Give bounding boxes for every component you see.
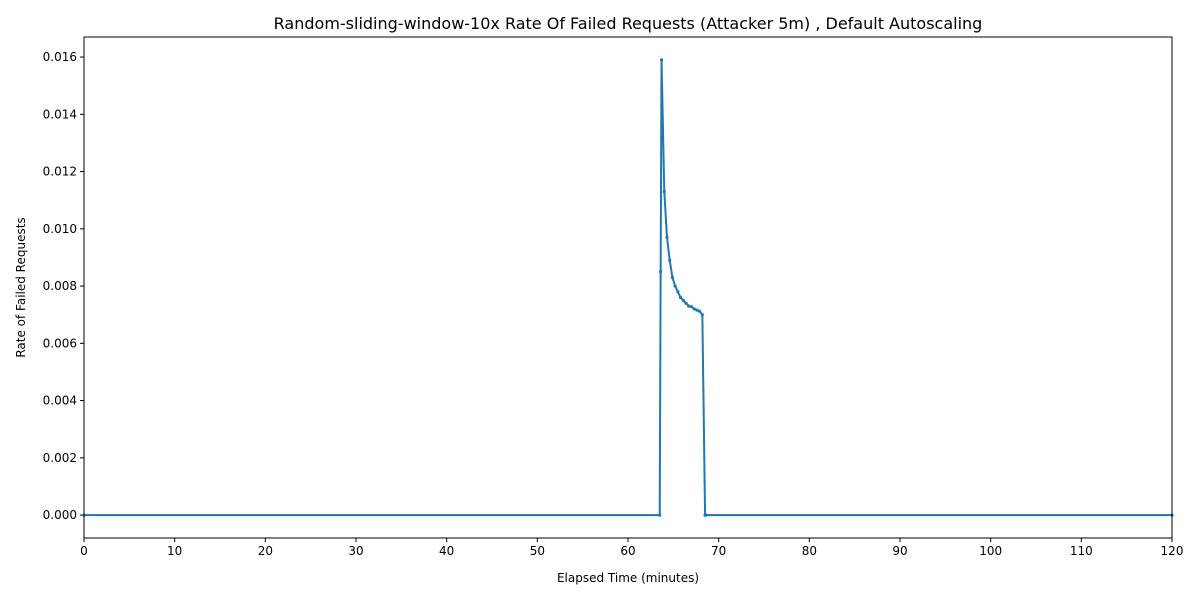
y-tick-label: 0.000 [43,508,77,522]
data-point [698,309,702,313]
x-tick-label: 80 [802,544,817,558]
plot-area [84,37,1172,538]
data-point [668,258,672,262]
data-point [662,189,666,194]
chart-title: Random-sliding-window-10x Rate Of Failed… [274,14,983,33]
data-point [676,290,680,294]
data-point [678,295,683,300]
x-tick-label: 70 [711,544,726,558]
data-point [665,235,669,239]
data-point [659,58,664,62]
y-axis-label: Rate of Failed Requests [14,217,28,357]
x-tick-label: 90 [892,544,907,558]
series-line [84,58,1172,517]
x-tick-label: 100 [979,544,1002,558]
x-axis-ticks: 0 10 20 30 40 50 60 70 80 90 100 110 120 [80,538,1183,558]
data-point [704,513,708,517]
series-layer [82,58,1174,517]
plot-frame [83,36,1173,539]
y-tick-label: 0.016 [43,50,77,64]
y-axis-ticks: 0.000 0.002 0.004 0.006 0.008 0.010 0.012 0.014… [43,50,84,522]
data-point [695,308,699,312]
data-point [692,307,696,311]
y-tick-label: 0.006 [43,336,77,350]
data-point [684,301,688,305]
data-point [659,270,663,274]
y-tick-label: 0.012 [43,165,77,179]
y-tick-label: 0.008 [43,279,77,293]
x-tick-label: 50 [530,544,545,558]
data-point [687,304,691,308]
x-tick-label: 40 [439,544,454,558]
data-point [700,313,704,317]
y-tick-label: 0.014 [43,107,77,121]
x-tick-label: 20 [258,544,273,558]
y-tick-label: 0.004 [43,394,77,408]
x-tick-label: 110 [1070,544,1093,558]
x-tick-label: 0 [80,544,88,558]
data-point [670,275,675,280]
data-point [673,284,677,288]
x-tick-label: 10 [167,544,182,558]
x-tick-label: 120 [1161,544,1184,558]
x-tick-label: 30 [348,544,363,558]
x-tick-label: 60 [620,544,635,558]
y-tick-label: 0.002 [43,451,77,465]
data-point [689,305,694,309]
data-point [681,298,685,302]
x-axis-label: Elapsed Time (minutes) [557,571,699,585]
data-point [658,513,662,517]
y-tick-label: 0.010 [43,222,77,236]
